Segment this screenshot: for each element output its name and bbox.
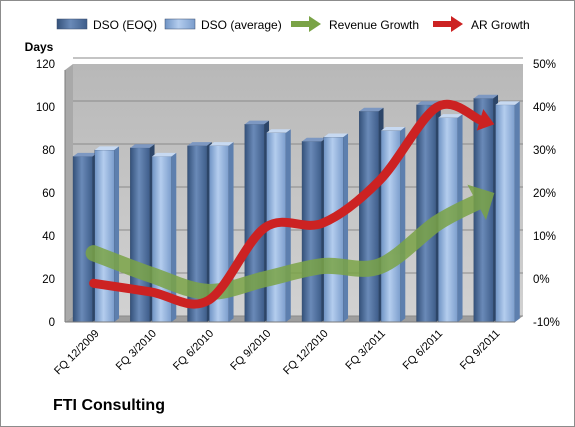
y-tick-label-right: -10% [533, 317, 560, 329]
bar-dso-average [495, 101, 520, 323]
legend-swatch [164, 18, 196, 30]
bar-dso-average [323, 133, 349, 323]
legend-item: DSO (average) [164, 18, 282, 32]
y-tick-label-right: 20% [533, 188, 556, 200]
plot-side-wall [65, 64, 73, 322]
x-category-label: FQ 9/2010 [228, 328, 273, 373]
ar-growth-line [89, 99, 495, 309]
x-category-label: FQ 6/2010 [171, 328, 216, 373]
x-category-label: FQ 9/2011 [458, 328, 503, 373]
y-tick-label-left: 0 [49, 317, 55, 329]
bar-dso-eoq [301, 137, 327, 323]
y-tick-label-left: 20 [42, 274, 55, 286]
legend-label: DSO (EOQ) [93, 18, 157, 32]
bar-dso-eoq [416, 101, 441, 323]
plot-area [65, 57, 523, 323]
bar-top [73, 152, 98, 157]
y-axis-title: Days [25, 40, 54, 54]
bar-top [381, 127, 406, 131]
bar-top [209, 142, 234, 146]
bar-top [244, 120, 270, 125]
bar-top [323, 133, 349, 138]
revenue-growth-line [85, 184, 495, 300]
bar-front [416, 104, 437, 323]
bar-top [302, 137, 327, 142]
bar-top [266, 129, 291, 133]
bar-side [343, 133, 349, 322]
bar-dso-eoq [72, 152, 98, 323]
x-category-label: FQ 3/2010 [114, 328, 159, 373]
y-tick-label-left: 120 [36, 59, 55, 71]
x-category-label: FQ 12/2010 [281, 328, 331, 378]
bar-top [495, 101, 520, 105]
x-category-label: FQ 12/2009 [52, 328, 102, 378]
bar-top [152, 152, 177, 157]
y-tick-label-right: 50% [533, 59, 556, 71]
y-tick-label-left: 40 [42, 231, 55, 243]
bar-top [473, 94, 499, 99]
x-category-label: FQ 3/2011 [343, 328, 388, 373]
y-tick-label-left: 60 [42, 188, 55, 200]
legend-item: Revenue Growth [291, 16, 419, 32]
legend-label: Revenue Growth [329, 18, 419, 32]
y-tick-label-right: 40% [533, 102, 556, 114]
bar-side [514, 101, 520, 322]
arrow-head [476, 109, 495, 131]
bar-front [323, 136, 344, 323]
bar-top [130, 144, 155, 148]
bar-front [94, 149, 115, 323]
y-tick-label-left: 100 [36, 102, 55, 114]
arrow-head [467, 184, 495, 221]
bar-front [72, 156, 93, 323]
bar-front [301, 141, 322, 323]
plot-back-wall [65, 64, 523, 322]
bar-side [400, 127, 406, 322]
line-path [85, 194, 485, 300]
legend: DSO (EOQ) DSO (average) Revenue Growth AR G… [56, 16, 530, 32]
bar-front [130, 147, 150, 323]
y-tick-label-right: 10% [533, 231, 556, 243]
bar-top [94, 146, 120, 150]
company-title: FTI Consulting [53, 397, 165, 414]
bar-top [187, 142, 212, 146]
y-tick-label-right: 30% [533, 145, 556, 157]
bar-side [114, 146, 120, 322]
legend-swatch [56, 18, 88, 30]
bar-dso-average [94, 146, 120, 323]
legend-item: DSO (EOQ) [56, 18, 157, 32]
plot-floor [65, 316, 523, 322]
legend-label: AR Growth [471, 18, 530, 32]
bar-dso-eoq [359, 107, 384, 323]
bar-front [359, 111, 379, 323]
legend-label: DSO (average) [201, 18, 282, 32]
legend-arrow-icon [309, 16, 321, 32]
legend-arrow-icon [451, 16, 463, 32]
bar-front [495, 104, 516, 323]
x-category-label: FQ 6/2011 [401, 328, 446, 373]
bar-top [438, 114, 463, 118]
legend-item: AR Growth [433, 16, 530, 32]
y-tick-label-right: 0% [533, 274, 550, 286]
y-tick-label-left: 80 [42, 145, 55, 157]
bar-top [359, 107, 384, 112]
line-path [89, 99, 485, 309]
